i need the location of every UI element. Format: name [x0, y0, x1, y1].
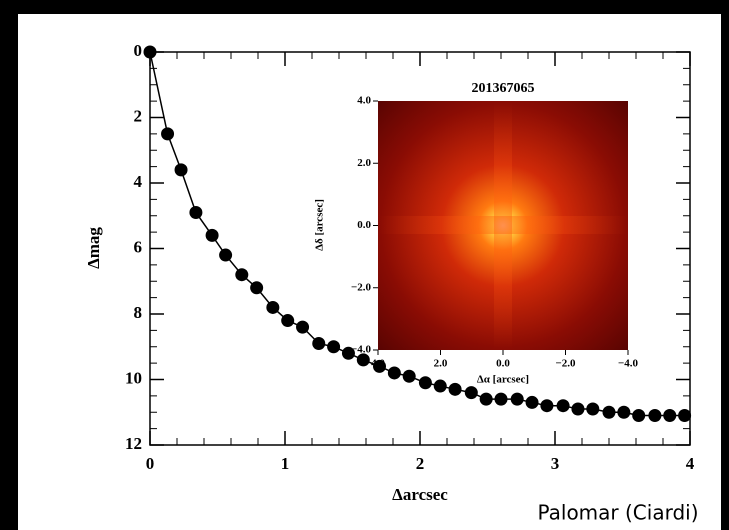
data-point [373, 360, 386, 373]
data-point [449, 383, 462, 396]
data-point [648, 409, 661, 422]
x-tick-label: −2.0 [555, 358, 576, 370]
data-point [419, 376, 432, 389]
data-point [557, 399, 570, 412]
data-point [403, 370, 416, 383]
data-point [206, 229, 219, 242]
annotation: Palomar (Ciardi) [537, 501, 698, 525]
data-point [663, 409, 676, 422]
y-tick-label: 0 [134, 41, 143, 60]
x-tick-label: 0 [146, 454, 155, 473]
x-tick-label: 2 [416, 454, 425, 473]
data-point [235, 268, 248, 281]
inset-title: 201367065 [472, 81, 535, 96]
data-point [189, 206, 202, 219]
y-axis-label: Δδ [arcsec] [314, 199, 326, 251]
psf-spike [494, 101, 512, 350]
y-tick-label: 10 [125, 368, 142, 387]
y-tick-label: 4.0 [357, 95, 371, 107]
x-axis-label: Δα [arcsec] [477, 374, 529, 386]
data-point [357, 353, 370, 366]
data-point [678, 409, 691, 422]
x-tick-label: 0.0 [496, 358, 510, 370]
data-point [495, 393, 508, 406]
data-point [480, 393, 493, 406]
data-point [327, 340, 340, 353]
data-point [526, 396, 539, 409]
data-point [250, 281, 263, 294]
data-point [465, 386, 478, 399]
data-point [144, 46, 157, 59]
data-point [617, 406, 630, 419]
data-point [161, 127, 174, 140]
y-tick-label: 2.0 [357, 157, 371, 169]
y-tick-label: 0.0 [357, 219, 371, 231]
x-tick-label: 2.0 [434, 358, 448, 370]
x-axis-label: Δarcsec [392, 485, 448, 504]
data-point [266, 301, 279, 314]
data-point [175, 163, 188, 176]
y-tick-label: 4 [134, 172, 143, 191]
data-point [632, 409, 645, 422]
data-point [511, 393, 524, 406]
x-tick-label: −4.0 [618, 358, 639, 370]
data-point [296, 321, 309, 334]
data-point [540, 399, 553, 412]
data-point [603, 406, 616, 419]
x-tick-label: 3 [551, 454, 560, 473]
y-tick-label: 12 [125, 434, 142, 453]
data-point [586, 402, 599, 415]
y-tick-label: −2.0 [351, 281, 372, 293]
y-tick-label: 6 [134, 237, 143, 256]
data-point [342, 347, 355, 360]
data-point [571, 402, 584, 415]
page: {"chart_data": [ {"type": "line", "x_lab… [0, 0, 729, 530]
x-tick-label: 4 [686, 454, 695, 473]
y-axis-label: Δmag [84, 227, 103, 269]
x-tick-label: 1 [281, 454, 290, 473]
data-point [434, 380, 447, 393]
data-point [388, 366, 401, 379]
data-point [281, 314, 294, 327]
y-tick-label: 8 [134, 303, 143, 322]
y-tick-label: 2 [134, 106, 143, 125]
chart: 201367065 Δα [arcsec] Δδ [arcsec] 4.0 2.0… [0, 0, 729, 530]
data-point [312, 337, 325, 350]
data-point [219, 249, 232, 262]
